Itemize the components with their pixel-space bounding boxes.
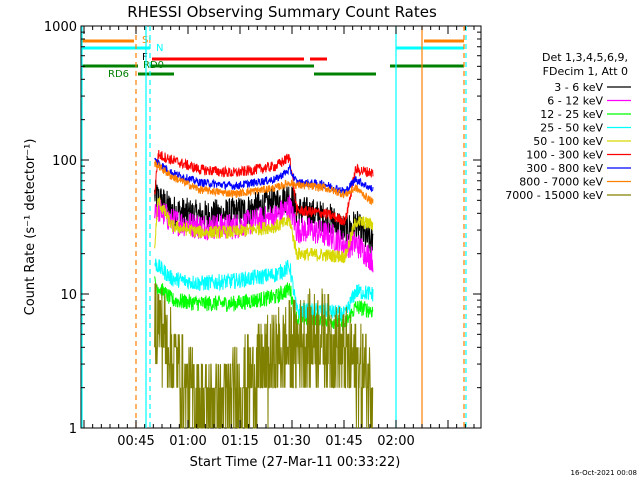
- flag-label: RD6: [108, 69, 129, 80]
- series-line: [154, 157, 374, 195]
- series-line: [154, 195, 374, 273]
- x-axis-label: Start Time (27-Mar-11 00:33:22): [190, 455, 401, 470]
- y-axis: 1 10 100 1000: [44, 20, 481, 437]
- chart-title: RHESSI Observing Summary Count Rates: [127, 3, 437, 21]
- series-line: [154, 149, 374, 226]
- generation-timestamp: 16-Oct-2021 00:08: [571, 469, 637, 477]
- x-tick-label: 01:45: [325, 434, 362, 449]
- legend: Det 1,3,4,5,6,9,FDecim 1, Att 0 3 - 6 keV…: [505, 51, 631, 202]
- x-tick-label: 02:00: [377, 434, 414, 449]
- legend-entry-label: 7000 - 15000 keV: [505, 189, 603, 202]
- series-line: [154, 196, 374, 264]
- legend-entry-label: 6 - 12 keV: [547, 95, 603, 108]
- y-axis-label: Count Rate (s⁻¹ detector⁻¹): [23, 139, 38, 316]
- flag-label: RD0: [143, 60, 164, 71]
- flag-label: SI: [142, 35, 151, 46]
- x-tick-label: 01:15: [221, 434, 258, 449]
- legend-entry-label: 25 - 50 keV: [540, 122, 603, 135]
- y-tick-label: 10: [60, 288, 77, 303]
- flag-label: F: [142, 52, 148, 63]
- y-tick-label: 100: [52, 154, 77, 169]
- y-tick-label: 1000: [44, 20, 77, 35]
- x-tick-label: 00:45: [117, 434, 154, 449]
- legend-entry-label: 12 - 25 keV: [540, 108, 603, 121]
- time-boundary-lines: [81, 26, 467, 428]
- legend-entry-label: 3 - 6 keV: [554, 81, 603, 94]
- legend-entry-label: 100 - 300 keV: [526, 149, 603, 162]
- x-tick-label: 01:00: [169, 434, 206, 449]
- series-line: [154, 283, 374, 429]
- plot-frame: [80, 25, 482, 429]
- legend-entry-label: 50 - 100 keV: [533, 135, 603, 148]
- series-line: [154, 160, 374, 205]
- y-tick-label: 1: [69, 422, 77, 437]
- x-axis: 00:45 01:00 01:15 01:30 01:45 02:00: [83, 26, 475, 449]
- legend-entry-label: 300 - 800 keV: [526, 162, 603, 175]
- legend-entry-label: 800 - 7000 keV: [519, 176, 603, 189]
- flag-label: N: [156, 43, 163, 54]
- series-line: [154, 258, 374, 322]
- legend-header: Det 1,3,4,5,6,9,: [542, 51, 628, 64]
- series-group: [154, 149, 374, 429]
- legend-header: FDecim 1, Att 0: [543, 65, 628, 78]
- x-tick-label: 01:30: [273, 434, 310, 449]
